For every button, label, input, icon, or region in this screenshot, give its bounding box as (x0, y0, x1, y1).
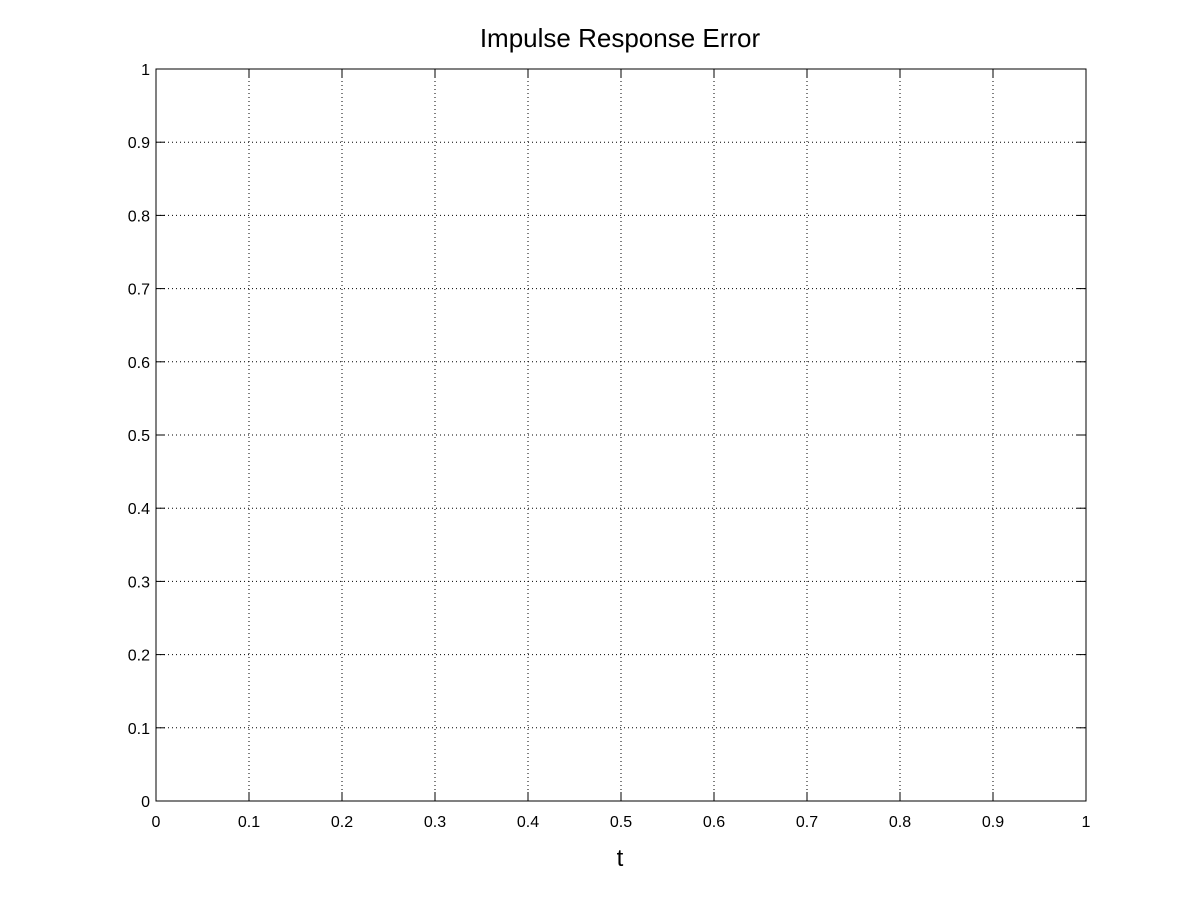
y-tick-label: 0.7 (128, 282, 150, 299)
y-tick-label: 0.9 (128, 135, 150, 152)
x-tick-label: 0.1 (238, 814, 260, 831)
x-tick-label: 0.2 (331, 814, 353, 831)
x-tick-labels: 0 0.1 0.2 0.3 0.4 0.5 0.6 0.7 0.8 0.9 1 (152, 814, 1091, 831)
y-tick-label: 0.2 (128, 648, 150, 665)
x-axis-label: t (617, 845, 624, 872)
x-tick-label: 0.8 (889, 814, 911, 831)
y-tick-label: 0 (141, 794, 150, 811)
y-tick-label: 0.1 (128, 721, 150, 738)
x-tick-label: 0.9 (982, 814, 1004, 831)
x-tick-label: 0.7 (796, 814, 818, 831)
y-tick-label: 0.5 (128, 428, 150, 445)
y-tick-label: 0.6 (128, 355, 150, 372)
y-tick-label: 1 (141, 62, 150, 79)
x-tick-label: 0 (152, 814, 161, 831)
x-tick-label: 0.6 (703, 814, 725, 831)
y-tick-label: 0.3 (128, 574, 150, 591)
y-tick-label: 0.4 (128, 501, 150, 518)
x-tick-label: 1 (1082, 814, 1091, 831)
x-tick-label: 0.4 (517, 814, 539, 831)
y-tick-label: 0.8 (128, 208, 150, 225)
x-tick-label: 0.5 (610, 814, 632, 831)
y-tick-labels: 0 0.1 0.2 0.3 0.4 0.5 0.6 0.7 0.8 0.9 1 (128, 62, 150, 811)
x-tick-label: 0.3 (424, 814, 446, 831)
chart-title: Impulse Response Error (480, 23, 761, 53)
plot-area-border (155, 68, 1087, 802)
grid-lines (156, 69, 1086, 801)
